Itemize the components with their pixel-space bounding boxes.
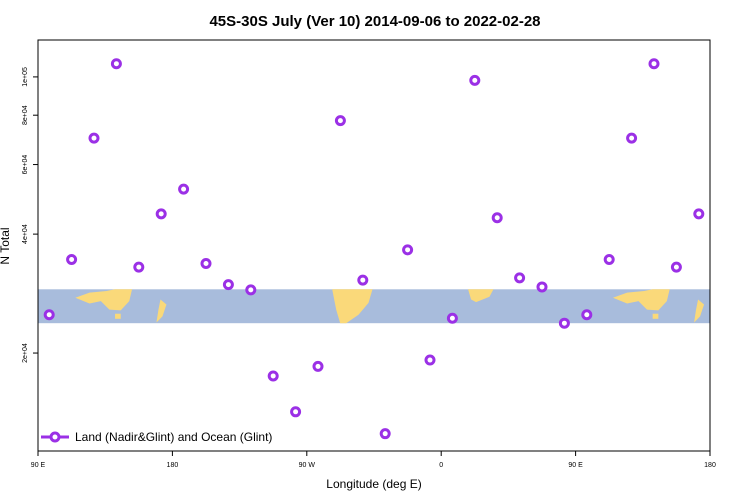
data-point — [110, 58, 122, 70]
data-point — [514, 272, 526, 284]
data-point — [133, 261, 145, 273]
plot-frame — [37, 39, 711, 452]
data-point — [155, 208, 167, 220]
data-point — [603, 253, 615, 265]
data-point — [648, 58, 660, 70]
data-point — [581, 309, 593, 321]
data-point — [446, 312, 458, 324]
data-point — [43, 309, 55, 321]
chart-title: 45S-30S July (Ver 10) 2014-09-06 to 2022… — [209, 13, 540, 30]
data-point — [222, 279, 234, 291]
y-axis-label: N Total — [0, 227, 12, 264]
x-tick-label: 90 E — [568, 462, 583, 469]
legend: Land (Nadir&Glint) and Ocean (Glint) — [41, 430, 272, 444]
x-tick-label: 90 E — [31, 462, 46, 469]
data-point — [379, 428, 391, 440]
legend-label: Land (Nadir&Glint) and Ocean (Glint) — [75, 430, 272, 444]
data-point — [178, 183, 190, 195]
legend-marker — [49, 431, 61, 443]
x-tick-label: 90 W — [299, 462, 316, 469]
data-point — [267, 370, 279, 382]
data-point — [626, 132, 638, 144]
land-south-america — [332, 289, 373, 324]
data-point — [536, 281, 548, 293]
data-point — [402, 244, 414, 256]
data-point — [290, 406, 302, 418]
x-axis: 90 E 180 90 W 0 90 E 180 — [31, 451, 716, 469]
land-new-zealand — [694, 299, 705, 323]
data-point — [88, 132, 100, 144]
land-new-zealand — [156, 299, 167, 323]
land-australia — [75, 289, 133, 311]
land-africa — [468, 289, 494, 303]
y-tick-label: 4e+04 — [22, 224, 29, 244]
x-tick-label: 180 — [167, 462, 179, 469]
ocean-band — [38, 289, 710, 324]
x-axis-label: Longitude (deg E) — [326, 477, 421, 491]
y-tick-label: 8e+04 — [22, 105, 29, 125]
data-point — [312, 360, 324, 372]
data-point — [200, 258, 212, 270]
data-point — [357, 274, 369, 286]
data-point — [424, 354, 436, 366]
x-tick-label: 180 — [704, 462, 716, 469]
map-band — [38, 289, 710, 324]
data-points — [43, 58, 705, 440]
data-point — [670, 261, 682, 273]
data-point — [334, 115, 346, 127]
data-point — [469, 74, 481, 86]
y-tick-label: 2e+04 — [22, 343, 29, 363]
data-point — [693, 208, 705, 220]
land-tasmania — [115, 313, 121, 319]
land-tasmania — [652, 313, 659, 319]
data-point — [66, 253, 78, 265]
data-point — [558, 317, 570, 329]
land-australia — [612, 289, 670, 311]
data-point — [245, 284, 257, 296]
x-tick-label: 0 — [439, 462, 443, 469]
y-axis: 2e+04 4e+04 6e+04 8e+04 1e+05 — [22, 67, 38, 363]
data-point — [491, 212, 503, 224]
y-tick-label: 6e+04 — [22, 155, 29, 175]
y-tick-label: 1e+05 — [22, 67, 29, 87]
